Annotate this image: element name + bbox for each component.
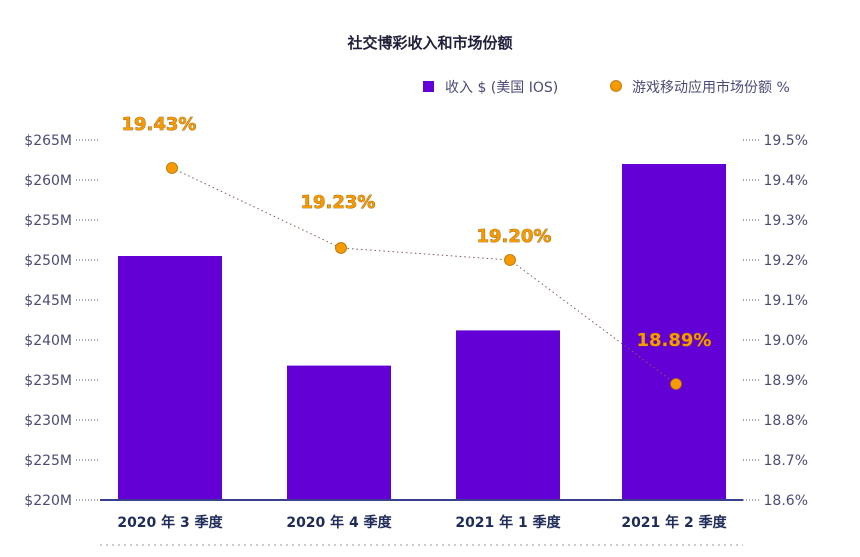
legend-bar-swatch [423,81,434,92]
left-axis-tick-label: $240M [24,333,72,349]
share-data-label: 19.20% [477,226,552,247]
share-data-label: 19.43% [122,114,197,135]
right-axis-tick-label: 18.8% [764,413,808,429]
x-axis-categories: 2020 年 3 季度 2020 年 4 季度 2021 年 1 季度 2021 年 … [117,514,727,531]
share-point-2 [335,242,347,254]
chart-title: 社交博彩收入和市场份额 [346,34,512,52]
bar-1 [118,256,222,500]
share-data-label: 18.89% [637,330,712,351]
bar-4 [622,164,726,500]
left-axis-tick-label: $250M [24,253,72,269]
share-line [171,167,677,385]
right-axis-tick-label: 18.6% [764,493,808,509]
x-axis-category-label: 2020 年 3 季度 [117,514,223,531]
left-axis-tick-label: $235M [24,373,72,389]
right-axis-tick-label: 19.4% [764,173,808,189]
share-data-label: 19.23% [301,192,376,213]
left-axis-tick-label: $225M [24,453,72,469]
x-axis-category-label: 2020 年 4 季度 [286,514,392,531]
bar-2 [287,365,391,500]
left-axis-tick-label: $220M [24,493,72,509]
right-axis-tick-label: 18.9% [764,373,808,389]
x-axis-category-label: 2021 年 1 季度 [455,514,561,531]
left-axis: $220M $225M $230M $235M $240M $245M $250M $255M… [24,133,100,509]
right-axis-tick-label: 18.7% [764,453,808,469]
legend-line-label: 游戏移动应用市场份额 % [632,79,790,96]
share-point-4 [670,378,682,390]
right-axis-tick-label: 19.0% [764,333,808,349]
legend-line-swatch [610,80,622,92]
share-point-1 [166,162,178,174]
right-axis-tick-label: 19.2% [764,253,808,269]
legend-bar-label: 收入 $ (美国 IOS) [445,80,558,96]
left-axis-tick-label: $255M [24,213,72,229]
right-axis-tick-label: 19.5% [764,133,808,149]
share-point-3 [504,254,516,266]
left-axis-tick-label: $260M [24,173,72,189]
line-series: 19.43% 19.23% 19.20% 18.89% [121,114,712,390]
right-axis-tick-label: 19.1% [764,293,808,309]
left-axis-tick-label: $230M [24,413,72,429]
bar-series [118,164,726,500]
left-axis-tick-label: $265M [24,133,72,149]
x-axis-category-label: 2021 年 2 季度 [621,514,727,531]
bar-3 [456,330,560,500]
left-axis-tick-label: $245M [24,293,72,309]
legend: 收入 $ (美国 IOS) 游戏移动应用市场份额 % [423,79,790,96]
right-axis: 18.6% 18.7% 18.8% 18.9% 19.0% 19.1% 19.2% 19.3%… [743,133,808,509]
right-axis-tick-label: 19.3% [764,213,808,229]
